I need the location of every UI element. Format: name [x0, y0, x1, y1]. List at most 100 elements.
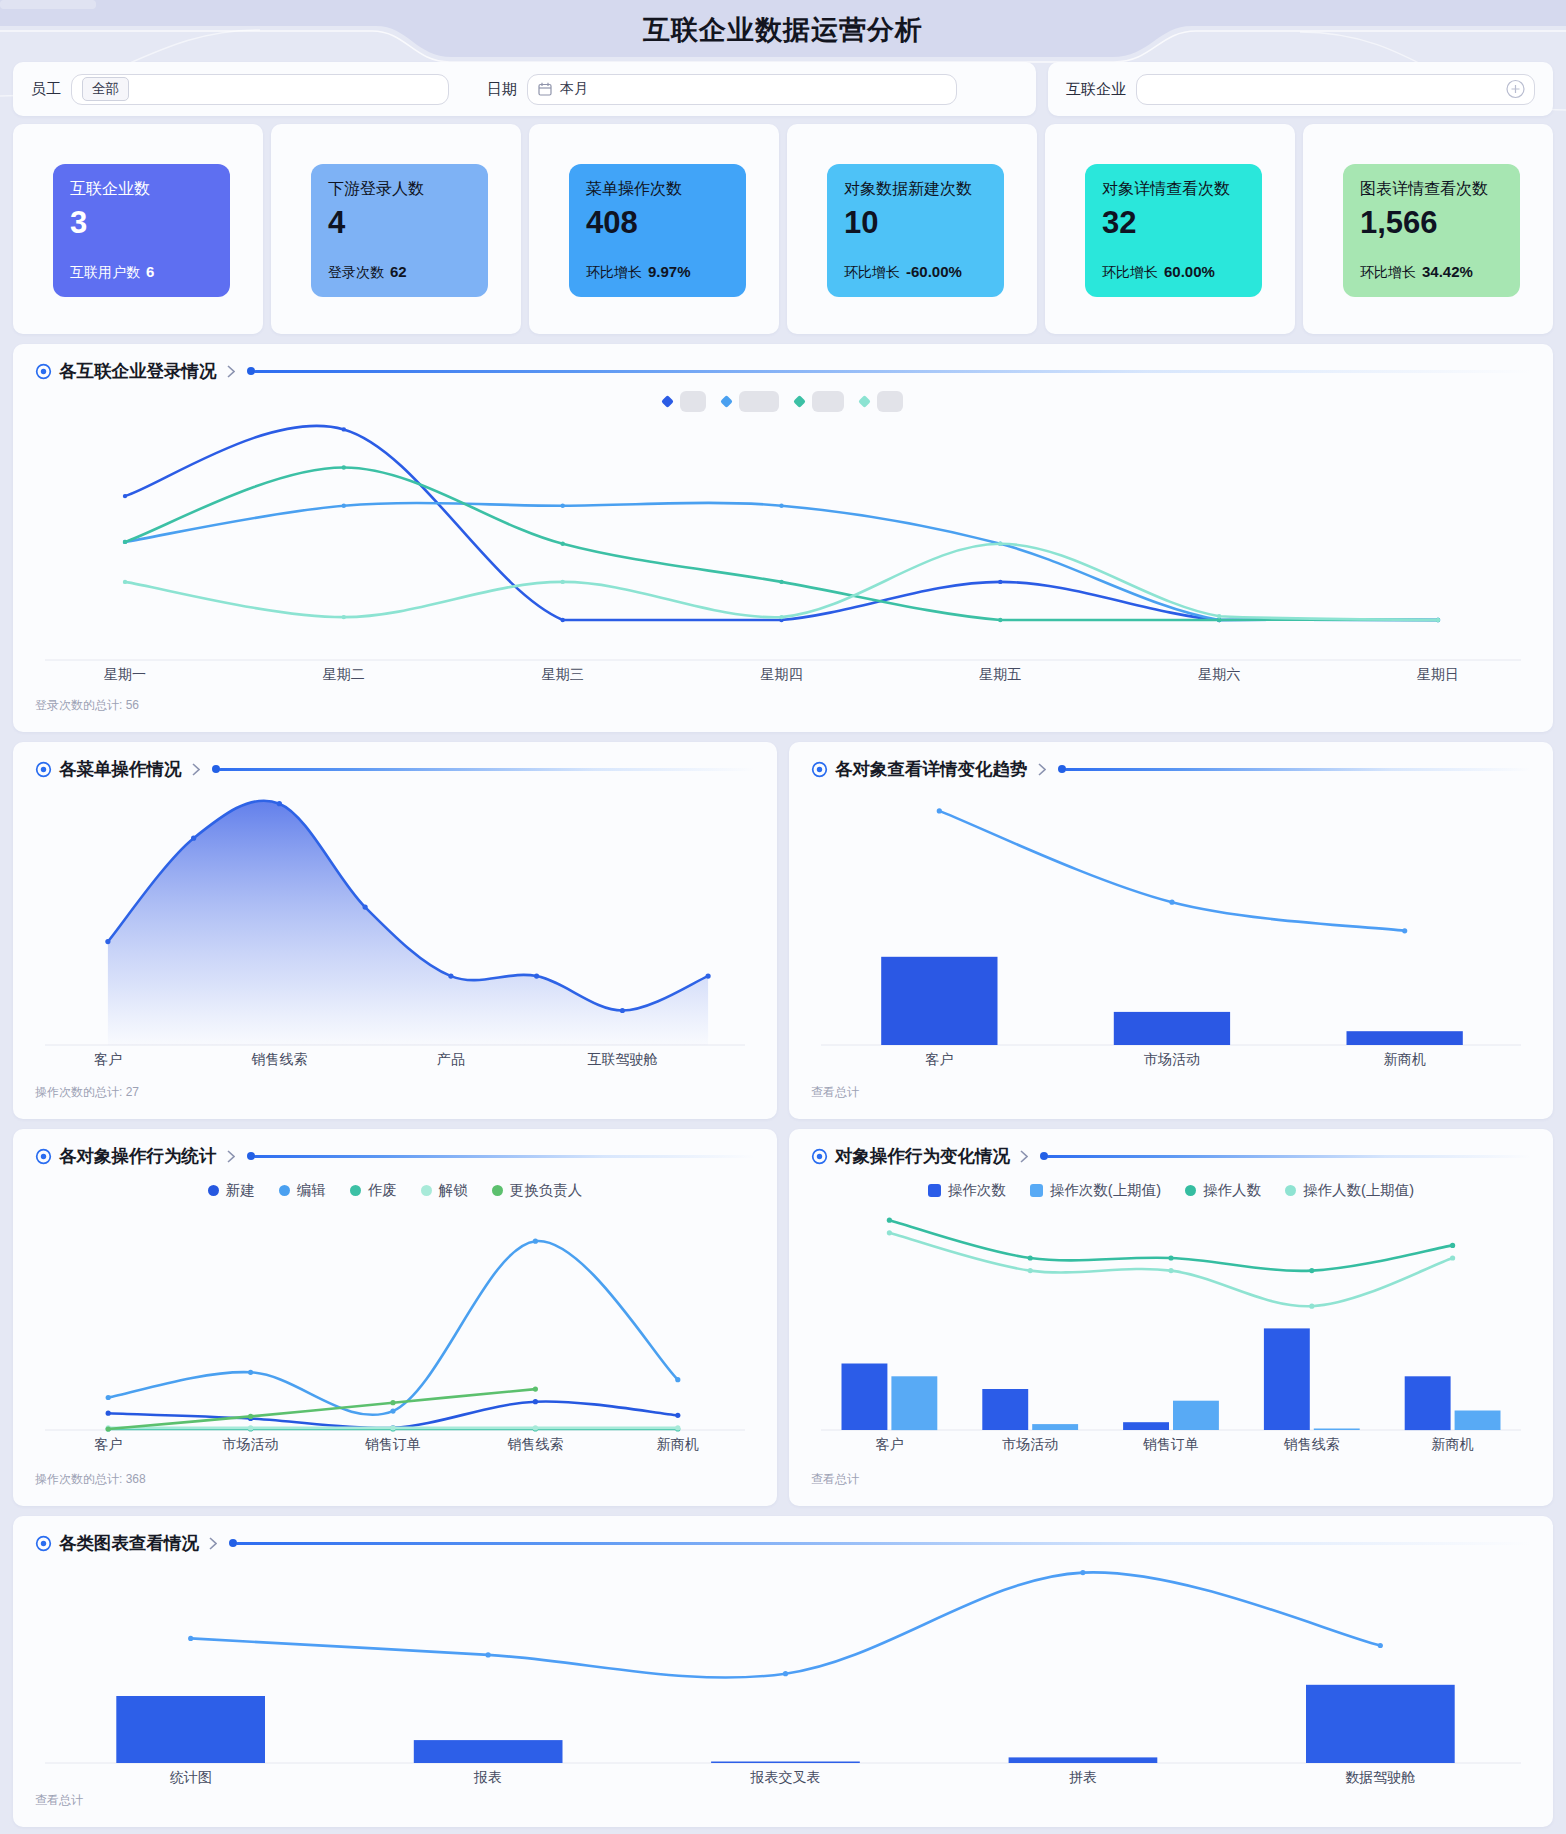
legend-item[interactable]: 更换负责人 — [492, 1181, 583, 1200]
panel-object-action-stats: 各对象操作行为统计 新建 编辑 作废 解锁 更换负责人 客户市场活动销售订单销售… — [13, 1129, 777, 1506]
panel-object-view-trend: 各对象查看详情变化趋势 客户市场活动新商机 查看总计 — [789, 742, 1553, 1119]
svg-text:报表交叉表: 报表交叉表 — [750, 1769, 821, 1785]
kpi-tile: 菜单操作次数 408 环比增长9.97% — [569, 164, 746, 297]
legend-label: 作废 — [368, 1181, 397, 1200]
legend-item[interactable]: 作废 — [350, 1181, 397, 1200]
legend-marker — [492, 1185, 503, 1196]
object-action-stats-chart[interactable]: 客户市场活动销售订单销售线索新商机 — [35, 1203, 755, 1457]
date-filter-input[interactable]: 本月 — [527, 74, 957, 105]
enterprise-filter-input[interactable] — [1136, 74, 1535, 105]
legend-marker — [793, 395, 806, 408]
kpi-card: 互联企业数 3 互联用户数6 — [13, 124, 263, 334]
object-action-change-chart[interactable]: 客户市场活动销售订单销售线索新商机 — [811, 1203, 1531, 1457]
target-icon — [35, 1148, 52, 1165]
svg-text:星期三: 星期三 — [542, 666, 584, 682]
svg-text:新商机: 新商机 — [657, 1436, 699, 1452]
legend-item[interactable]: 操作人数(上期值) — [1285, 1181, 1414, 1200]
chart-legend: 操作次数 操作次数(上期值) 操作人数 操作人数(上期值) — [811, 1177, 1531, 1203]
kpi-value: 4 — [328, 205, 471, 241]
menu-operations-chart[interactable]: 客户销售线索产品互联驾驶舱 — [35, 796, 755, 1080]
panel-title: 对象操作行为变化情况 — [835, 1144, 1010, 1168]
svg-text:市场活动: 市场活动 — [1002, 1436, 1058, 1452]
legend-marker — [279, 1185, 290, 1196]
kpi-sub: 登录次数62 — [328, 263, 471, 282]
legend-item-blurred[interactable] — [663, 391, 706, 412]
object-view-trend-chart[interactable]: 客户市场活动新商机 — [811, 796, 1531, 1080]
kpi-label: 下游登录人数 — [328, 179, 471, 200]
kpi-tile: 图表详情查看次数 1,566 环比增长34.42% — [1343, 164, 1520, 297]
chevron-right-icon[interactable] — [1038, 763, 1046, 776]
svg-text:星期五: 星期五 — [979, 666, 1021, 682]
legend-item-blurred[interactable] — [860, 391, 903, 412]
panel-title: 各类图表查看情况 — [59, 1531, 199, 1555]
date-filter-label: 日期 — [487, 80, 517, 99]
chart-svg: 统计图报表报表交叉表拼表数据驾驶舱 — [35, 1570, 1531, 1785]
kpi-sub: 互联用户数6 — [70, 263, 213, 282]
chart-svg: 客户市场活动销售订单销售线索新商机 — [35, 1203, 755, 1453]
svg-text:星期六: 星期六 — [1198, 666, 1240, 682]
panel-title: 各对象操作行为统计 — [59, 1144, 217, 1168]
chart-svg: 客户市场活动销售订单销售线索新商机 — [811, 1203, 1531, 1453]
kpi-card: 图表详情查看次数 1,566 环比增长34.42% — [1303, 124, 1553, 334]
header-accent-line — [219, 768, 756, 771]
kpi-label: 对象数据新建次数 — [844, 179, 987, 200]
svg-text:客户: 客户 — [875, 1436, 903, 1452]
kpi-value: 10 — [844, 205, 987, 241]
enterprise-login-chart[interactable]: 星期一星期二星期三星期四星期五星期六星期日 — [35, 414, 1531, 690]
svg-text:销售订单: 销售订单 — [364, 1436, 421, 1452]
employee-filter-tag[interactable]: 全部 — [82, 77, 129, 101]
filter-card-left: 员工 全部 日期 本月 — [13, 62, 1036, 116]
enterprise-filter-label: 互联企业 — [1066, 80, 1126, 99]
legend-item-blurred[interactable] — [722, 391, 779, 412]
svg-text:报表: 报表 — [473, 1769, 502, 1785]
svg-text:销售线索: 销售线索 — [250, 1051, 307, 1067]
svg-text:产品: 产品 — [437, 1051, 465, 1067]
legend-item[interactable]: 新建 — [208, 1181, 255, 1200]
legend-label: 操作人数 — [1203, 1181, 1261, 1200]
svg-text:市场活动: 市场活动 — [223, 1436, 279, 1452]
chevron-right-icon[interactable] — [1020, 1150, 1028, 1163]
kpi-label: 菜单操作次数 — [586, 179, 729, 200]
chevron-right-icon[interactable] — [227, 365, 235, 378]
legend-label: 操作次数(上期值) — [1050, 1181, 1161, 1200]
chart-total-footer: 登录次数的总计: 56 — [35, 697, 139, 714]
kpi-sub: 环比增长34.42% — [1360, 263, 1503, 282]
chart-total-footer: 操作次数的总计: 27 — [35, 1084, 139, 1101]
chart-views-chart[interactable]: 统计图报表报表交叉表拼表数据驾驶舱 — [35, 1570, 1531, 1789]
header-accent-line — [1065, 768, 1532, 771]
svg-text:星期一: 星期一 — [104, 666, 146, 682]
legend-marker — [421, 1185, 432, 1196]
kpi-sub: 环比增长9.97% — [586, 263, 729, 282]
legend-item[interactable]: 解锁 — [421, 1181, 468, 1200]
kpi-tile: 对象数据新建次数 10 环比增长-60.00% — [827, 164, 1004, 297]
panel-title: 各对象查看详情变化趋势 — [835, 757, 1028, 781]
kpi-tile: 对象详情查看次数 32 环比增长60.00% — [1085, 164, 1262, 297]
legend-item[interactable]: 操作人数 — [1185, 1181, 1261, 1200]
legend-label-blurred — [877, 391, 903, 412]
employee-filter-input[interactable]: 全部 — [71, 74, 449, 105]
legend-item-blurred[interactable] — [795, 391, 844, 412]
header-accent-line — [1047, 1155, 1531, 1158]
legend-label-blurred — [680, 391, 706, 412]
legend-label: 更换负责人 — [510, 1181, 583, 1200]
legend-item[interactable]: 操作次数(上期值) — [1030, 1181, 1161, 1200]
kpi-card: 菜单操作次数 408 环比增长9.97% — [529, 124, 779, 334]
header-accent-line — [254, 1155, 756, 1158]
chart-total-footer: 查看总计 — [811, 1471, 859, 1488]
chevron-right-icon[interactable] — [192, 763, 200, 776]
legend-item[interactable]: 编辑 — [279, 1181, 326, 1200]
filter-card-right: 互联企业 — [1048, 62, 1553, 116]
date-filter-value: 本月 — [560, 80, 588, 98]
add-icon[interactable] — [1506, 80, 1525, 99]
svg-text:销售线索: 销售线索 — [506, 1436, 563, 1452]
target-icon — [811, 1148, 828, 1165]
chart-legend-blurred — [35, 388, 1531, 414]
chevron-right-icon[interactable] — [227, 1150, 235, 1163]
svg-text:客户: 客户 — [925, 1051, 953, 1067]
chevron-right-icon[interactable] — [209, 1537, 217, 1550]
legend-item[interactable]: 操作次数 — [928, 1181, 1006, 1200]
calendar-icon — [538, 82, 552, 96]
panel-title: 各互联企业登录情况 — [59, 359, 217, 383]
kpi-tile: 互联企业数 3 互联用户数6 — [53, 164, 230, 297]
panel-title: 各菜单操作情况 — [59, 757, 182, 781]
